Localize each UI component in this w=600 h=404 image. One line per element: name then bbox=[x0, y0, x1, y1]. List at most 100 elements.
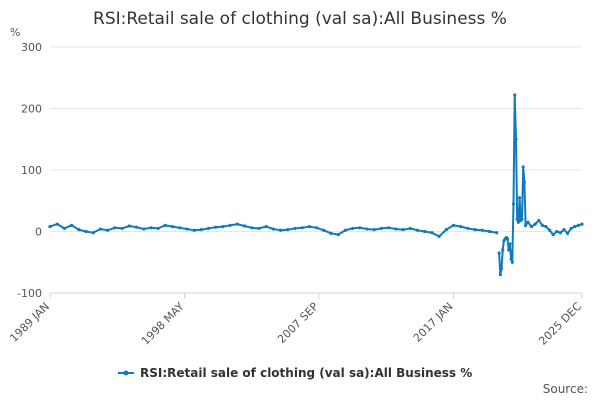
point bbox=[120, 226, 124, 231]
point bbox=[510, 260, 514, 264]
point bbox=[523, 223, 528, 227]
point bbox=[351, 226, 355, 231]
point bbox=[278, 228, 283, 232]
point bbox=[163, 223, 167, 227]
point bbox=[498, 272, 502, 277]
point bbox=[423, 229, 427, 234]
y-tick-label: 200 bbox=[21, 103, 42, 116]
point bbox=[526, 220, 530, 224]
series-line bbox=[49, 94, 583, 275]
point bbox=[499, 266, 504, 270]
point bbox=[257, 226, 261, 231]
point bbox=[379, 226, 384, 231]
point bbox=[415, 228, 420, 232]
point bbox=[336, 232, 340, 237]
point bbox=[106, 228, 110, 232]
point bbox=[558, 231, 562, 235]
point bbox=[507, 248, 511, 252]
legend-marker bbox=[123, 370, 129, 376]
point bbox=[437, 234, 441, 239]
point bbox=[113, 226, 117, 230]
source: Source: bbox=[543, 382, 588, 396]
point bbox=[293, 226, 297, 231]
point bbox=[300, 226, 304, 230]
point bbox=[264, 224, 268, 229]
point bbox=[501, 248, 505, 252]
point bbox=[84, 229, 88, 234]
point bbox=[62, 226, 67, 231]
point bbox=[533, 222, 537, 226]
point bbox=[473, 228, 477, 232]
point bbox=[192, 228, 196, 232]
x-tick-label: 2007 SEP bbox=[275, 300, 321, 346]
point bbox=[178, 226, 182, 230]
point bbox=[540, 223, 544, 227]
point bbox=[206, 226, 211, 231]
x-tick-label: 1989 JAN bbox=[7, 300, 52, 345]
point bbox=[170, 224, 175, 229]
point bbox=[250, 226, 254, 230]
point bbox=[149, 226, 153, 230]
point bbox=[544, 224, 548, 229]
point bbox=[555, 229, 559, 234]
point bbox=[516, 220, 520, 224]
point bbox=[199, 228, 203, 232]
legend-label[interactable]: RSI:Retail sale of clothing (val sa):All… bbox=[140, 366, 472, 380]
point bbox=[573, 224, 577, 229]
point bbox=[451, 223, 456, 227]
point bbox=[580, 222, 584, 226]
point bbox=[522, 180, 526, 184]
point bbox=[185, 227, 189, 231]
x-tick-label: 2025 DEC bbox=[536, 300, 584, 348]
point bbox=[365, 227, 369, 231]
point bbox=[91, 231, 95, 235]
point bbox=[307, 224, 311, 229]
point bbox=[142, 227, 146, 231]
point bbox=[401, 228, 405, 232]
point bbox=[221, 224, 225, 229]
point bbox=[322, 228, 326, 232]
point bbox=[569, 226, 573, 231]
point bbox=[394, 227, 398, 231]
point bbox=[513, 93, 517, 97]
point bbox=[495, 231, 499, 235]
point bbox=[515, 217, 519, 221]
point bbox=[156, 226, 160, 231]
y-axis-label: % bbox=[10, 26, 20, 39]
point bbox=[459, 224, 463, 229]
chart-title: RSI:Retail sale of clothing (val sa):All… bbox=[93, 9, 507, 29]
point bbox=[358, 226, 362, 230]
point bbox=[372, 228, 376, 232]
point bbox=[480, 228, 484, 232]
point bbox=[343, 228, 348, 232]
point bbox=[98, 227, 103, 231]
point bbox=[271, 227, 275, 231]
point bbox=[48, 224, 52, 229]
point bbox=[565, 231, 570, 235]
point bbox=[508, 242, 512, 246]
point bbox=[329, 231, 333, 235]
point bbox=[521, 165, 525, 169]
point bbox=[509, 257, 513, 261]
point bbox=[551, 232, 555, 237]
point bbox=[70, 223, 74, 227]
point bbox=[228, 223, 232, 227]
point bbox=[127, 224, 131, 228]
point bbox=[562, 228, 566, 232]
point bbox=[514, 137, 518, 141]
point bbox=[444, 228, 448, 232]
point bbox=[466, 226, 470, 231]
point bbox=[315, 226, 319, 230]
point bbox=[214, 225, 218, 229]
point bbox=[408, 226, 412, 231]
point bbox=[487, 229, 492, 234]
point bbox=[242, 224, 247, 228]
point bbox=[547, 228, 552, 232]
point bbox=[497, 251, 501, 255]
point bbox=[511, 202, 516, 206]
point bbox=[77, 228, 81, 232]
point bbox=[537, 218, 541, 223]
point bbox=[517, 196, 522, 200]
point bbox=[520, 217, 524, 221]
point bbox=[286, 228, 290, 232]
